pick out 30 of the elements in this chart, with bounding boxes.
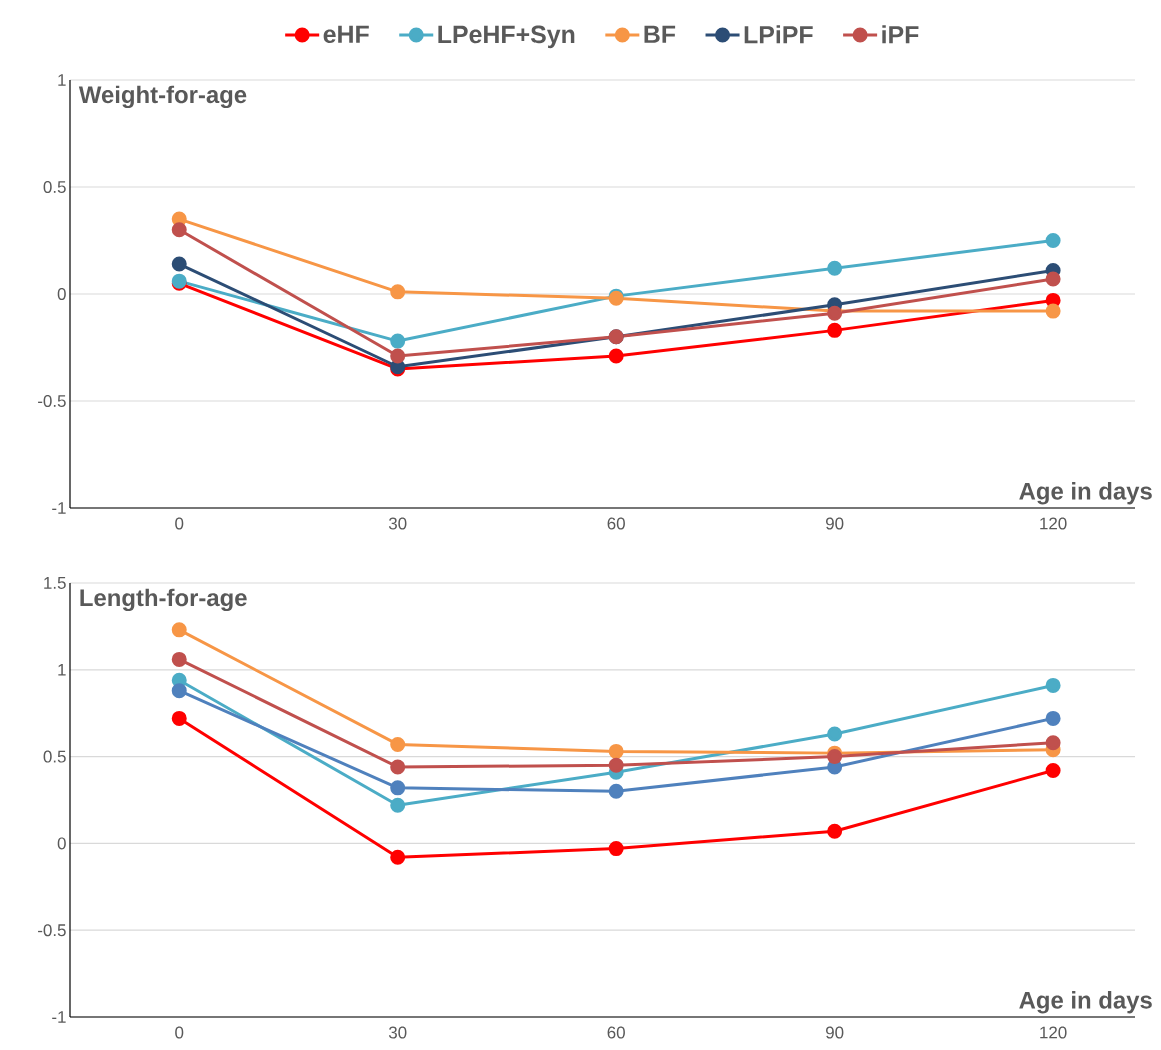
- x-tick-label: 90: [826, 517, 844, 530]
- x-tick-label: 60: [607, 517, 625, 530]
- y-tick-label: 0: [57, 837, 66, 850]
- x-tick-label: 90: [826, 1026, 844, 1039]
- y-tick-label: 1.5: [44, 577, 66, 589]
- y-tick-label: 0.5: [43, 180, 66, 193]
- legend-label: iPF: [882, 25, 919, 44]
- legend-label: LPiPF: [744, 25, 813, 44]
- x-axis-title: Age in days: [1019, 482, 1152, 505]
- y-tick-label: 1: [58, 74, 66, 86]
- chart-title: Weight-for-age: [78, 85, 247, 109]
- y-tick-label: 1: [58, 663, 66, 676]
- y-tick-label: 0: [57, 287, 66, 300]
- y-tick-label: -1: [52, 502, 66, 514]
- x-tick-label: 30: [388, 1026, 407, 1039]
- y-tick-label: -0.5: [38, 924, 66, 937]
- x-tick-label: 30: [388, 517, 407, 530]
- x-axis-title: Age in days: [1019, 991, 1152, 1014]
- legend-label: BF: [644, 25, 676, 43]
- legend-label: eHF: [323, 25, 369, 44]
- x-tick-label: 120: [1040, 1026, 1067, 1039]
- x-tick-label: 0: [175, 517, 184, 530]
- chart-title: Length-for-age: [80, 588, 247, 612]
- y-tick-label: -1: [52, 1011, 66, 1023]
- x-tick-label: 60: [607, 1026, 625, 1039]
- y-tick-label: 0.5: [43, 750, 66, 763]
- legend-label: LPeHF+Syn: [438, 25, 575, 49]
- x-tick-label: 120: [1040, 517, 1067, 530]
- y-tick-label: -0.5: [38, 395, 66, 407]
- x-tick-label: 0: [175, 1026, 184, 1039]
